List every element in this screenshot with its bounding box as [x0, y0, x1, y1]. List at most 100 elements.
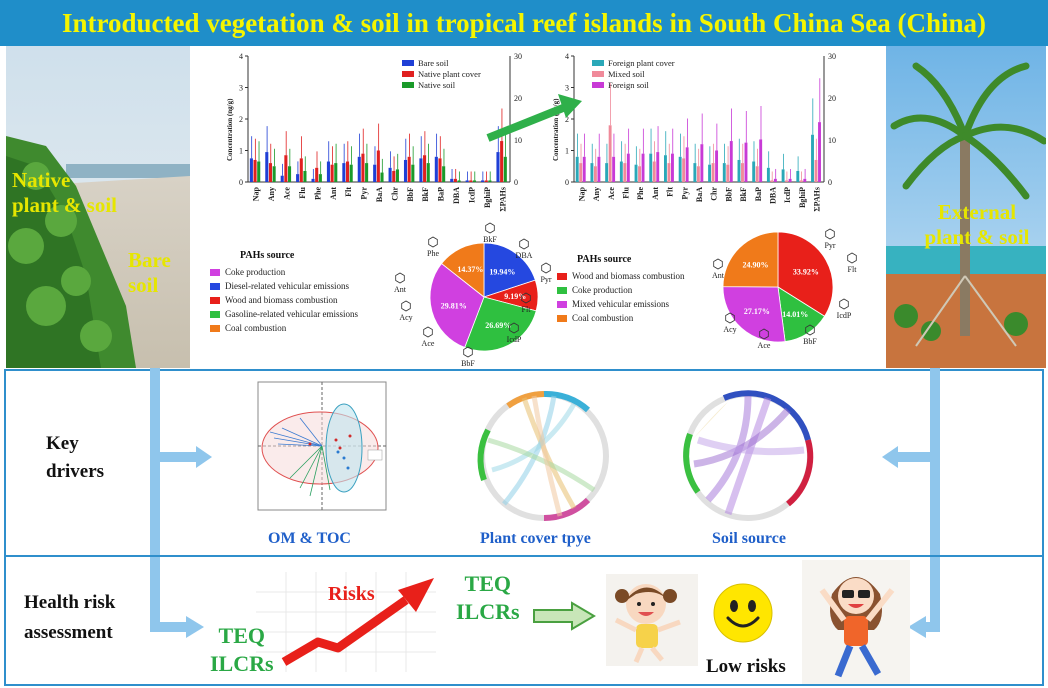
bar-Ace: [284, 155, 288, 182]
bar-Flt: [671, 153, 674, 182]
bar-Chr: [711, 163, 715, 182]
pca-biplot: [257, 381, 387, 511]
bar-BghiP: [488, 180, 492, 182]
bar-Ace: [605, 163, 609, 182]
bar-BbF: [729, 141, 733, 182]
soil-source-label: Soil source: [712, 530, 786, 547]
external-plant-soil-label: External plant & soil: [924, 200, 1030, 249]
x-tick-label: Chr: [710, 187, 719, 201]
x-tick-label: BaP: [754, 187, 763, 201]
ilcrs-left: ILCRs: [210, 651, 274, 676]
bar-Ant: [652, 161, 656, 182]
x-tick-label: Flu: [621, 186, 630, 198]
y2-tick-label: 20: [828, 94, 836, 103]
bar-BbF: [722, 163, 726, 182]
molecule-label: IcdP: [837, 311, 852, 320]
bar-Ant: [656, 152, 660, 182]
x-tick-label: BghiP: [483, 187, 492, 208]
legend-swatch: [592, 71, 604, 77]
bar-BkF: [423, 155, 427, 182]
bar-Any: [597, 156, 601, 182]
bar-Chr: [708, 164, 712, 182]
source-legend-item: Coal combustion: [210, 321, 358, 335]
molecule-structure-icon: [805, 324, 815, 336]
bar-Pyr: [678, 156, 682, 182]
legend-text: Coke production: [225, 267, 286, 277]
x-tick-label: Any: [592, 187, 601, 201]
source-legend-item: Mixed vehicular emissions: [557, 297, 685, 311]
bar-Phe: [318, 174, 322, 182]
legend-swatch: [402, 60, 414, 66]
native-source-pie: 19.94% 9.19% 26.69% 29.81% 14.37% Phe BkF DBA Py…: [394, 222, 552, 368]
bar-IcdP: [781, 169, 785, 182]
bar-Ant: [326, 161, 330, 182]
molecule-structure-icon: [423, 326, 433, 338]
bar-Nap: [582, 156, 586, 182]
bar-Flt: [342, 163, 346, 182]
bar-Phe: [641, 153, 645, 182]
flow-connectors: [150, 368, 940, 638]
x-tick-label: DBA: [769, 187, 778, 204]
bar-Flu: [303, 170, 307, 182]
trend-arrow-shaft: [486, 102, 570, 142]
legend-swatch: [402, 82, 414, 88]
bar-Chr: [395, 169, 399, 182]
y2-tick-label: 30: [828, 52, 836, 61]
x-tick-label: BkF: [739, 187, 748, 202]
native-site-photo-art: [6, 46, 190, 368]
molecule-structure-icon: [509, 322, 519, 334]
bar-BghiP: [796, 170, 800, 182]
external-site-photo-art: [886, 46, 1046, 368]
legend-label: Native soil: [418, 80, 456, 90]
bar-BaA: [696, 166, 700, 182]
source-legend-item: Coke production: [557, 283, 685, 297]
native-bar-chart: 0 1 2 3 4 0 10 20 30 Concentration (ng/g) Nap Any Ac…: [226, 52, 522, 212]
bar-IcdP: [472, 180, 477, 182]
low-risks-label: Low risks: [706, 656, 786, 677]
bar-BaP: [438, 158, 442, 182]
y-tick-label: 4: [565, 52, 569, 61]
cheering-girl-illustration: [802, 560, 910, 684]
bar-Pyr: [685, 147, 689, 182]
pie-slice-label: 26.69%: [485, 321, 511, 330]
source-legend-item: Coal combustion: [557, 311, 685, 325]
bar-Flt: [667, 163, 671, 182]
molecule-label: Flt: [522, 305, 532, 314]
molecule-label: Ant: [712, 271, 725, 280]
legend-text: Wood and biomass combustion: [572, 271, 685, 281]
bar-ΣPAHs: [818, 122, 821, 182]
molecule-label: Acy: [723, 325, 736, 334]
bar-ΣPAHs: [503, 156, 507, 182]
bar-Flu: [626, 153, 630, 182]
x-tick-label: IcdP: [783, 187, 792, 203]
x-tick-label: ΣPAHs: [813, 187, 822, 212]
native-legend-title: PAHs source: [240, 250, 295, 261]
pie-slice: [483, 242, 536, 298]
bar-Any: [272, 166, 276, 182]
x-tick-label: BaA: [375, 187, 384, 202]
legend-label: Mixed soil: [608, 69, 645, 79]
external-site-photo: [886, 46, 1046, 368]
bar-Pyr: [365, 163, 369, 182]
legend-swatch: [210, 311, 220, 319]
bar-DBA: [450, 178, 454, 182]
x-tick-label: Pyr: [360, 187, 369, 200]
bar-Nap: [249, 158, 253, 182]
legend-swatch: [210, 269, 220, 277]
title-banner: [0, 0, 1048, 46]
molecule-label: BbF: [803, 337, 817, 346]
legend-swatch: [557, 315, 567, 323]
legend-label: Foreign soil: [608, 80, 649, 90]
bar-ΣPAHs: [500, 141, 504, 182]
teq-left: TEQ: [218, 623, 266, 648]
molecule-label: BkF: [483, 235, 497, 244]
y2-tick-label: 30: [514, 52, 522, 61]
bar-BbF: [726, 164, 730, 182]
y-tick-label: 2: [565, 115, 569, 124]
happy-child-illustration: [606, 574, 698, 666]
y-tick-label: 3: [565, 84, 569, 93]
risk-metrics-left: TEQ ILCRs: [210, 622, 274, 678]
pie-slice-label: 33.92%: [793, 268, 819, 277]
plant-cover-type-label: Plant cover tpye: [480, 530, 591, 547]
risks-label: Risks: [328, 583, 375, 605]
